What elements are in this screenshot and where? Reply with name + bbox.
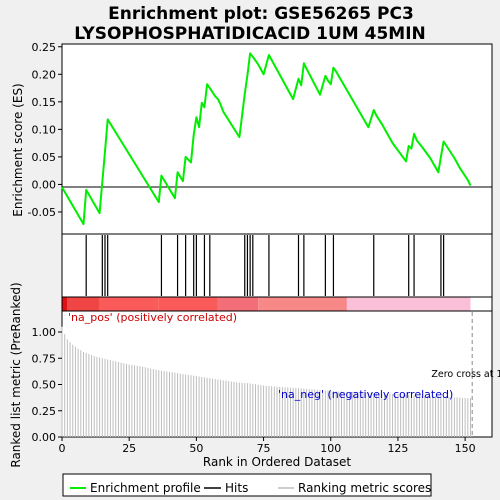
band-segment <box>62 297 68 311</box>
band-segment <box>258 297 347 311</box>
ranking-ytick-label: 0.75 <box>32 352 57 365</box>
zero-cross-label: Zero cross at 153 <box>431 369 500 380</box>
es-ylabel: Enrichment score (ES) <box>11 83 25 216</box>
legend-hits-label: Hits <box>225 481 248 495</box>
ranking-bars <box>61 326 471 437</box>
es-panel-frame <box>61 43 493 235</box>
ranking-xlabel: Rank in Ordered Dataset <box>203 455 351 469</box>
legend-frame <box>62 473 432 497</box>
ranking-ytick-label: 0.50 <box>32 379 57 392</box>
ranking-xtick-label: 75 <box>257 442 271 455</box>
es-ytick-label: 0.15 <box>32 96 57 109</box>
pos-correlated-label: 'na_pos' (positively correlated) <box>68 311 237 324</box>
hits-panel-frame <box>61 233 493 298</box>
legend-ranking-label: Ranking metric scores <box>298 481 431 495</box>
band-segment <box>67 297 100 311</box>
es-ytick-label: 0.25 <box>32 41 57 54</box>
legend: Enrichment profile Hits Ranking metric s… <box>62 473 432 497</box>
rank-color-band <box>61 296 493 312</box>
hits-panel <box>61 233 493 298</box>
ranking-ytick-label: 0.00 <box>32 431 57 444</box>
band-segment <box>346 297 471 311</box>
ranking-xtick-label: 25 <box>122 442 136 455</box>
chart-title-line1: Enrichment plot: GSE56265 PC3 <box>108 4 414 24</box>
es-ytick-label: 0.00 <box>32 178 57 191</box>
ranking-ytick-label: 1.00 <box>32 326 57 339</box>
band-segment <box>217 297 259 311</box>
chart-title-line2: LYSOPHOSPHATIDICACID 1UM 45MIN <box>74 24 426 44</box>
ranking-xtick-label: 0 <box>59 442 66 455</box>
es-ytick-label: -0.05 <box>28 206 56 219</box>
ranking-y-axis: 0.00 0.25 0.50 0.75 1.00 <box>32 326 62 444</box>
es-ytick-label: 0.10 <box>32 123 57 136</box>
ranking-ytick-label: 0.25 <box>32 405 57 418</box>
es-ytick-label: 0.05 <box>32 151 57 164</box>
legend-es-label: Enrichment profile <box>90 481 201 495</box>
neg-correlated-label: 'na_neg' (negatively correlated) <box>278 388 453 401</box>
hit-lines <box>85 235 445 296</box>
ranking-xtick-label: 150 <box>455 442 476 455</box>
ranking-panel: Zero cross at 153 'na_pos' (positively c… <box>9 282 500 469</box>
ranking-x-axis: 0 25 50 75 100 125 150 <box>59 437 476 455</box>
band-segment <box>158 297 218 311</box>
es-profile-line <box>61 52 472 226</box>
ranking-xtick-label: 125 <box>387 442 408 455</box>
es-y-axis: -0.05 0.00 0.05 0.10 0.15 0.20 0.25 <box>28 41 62 219</box>
ranking-xtick-label: 100 <box>320 442 341 455</box>
band-segment <box>99 297 159 311</box>
ranking-ylabel: Ranked list metric (PreRanked) <box>9 282 23 467</box>
band-segment <box>470 297 492 311</box>
ranking-xtick-label: 50 <box>189 442 203 455</box>
es-ytick-label: 0.20 <box>32 68 57 81</box>
es-panel: -0.05 0.00 0.05 0.10 0.15 0.20 0.25 Enrichment… <box>11 41 493 235</box>
